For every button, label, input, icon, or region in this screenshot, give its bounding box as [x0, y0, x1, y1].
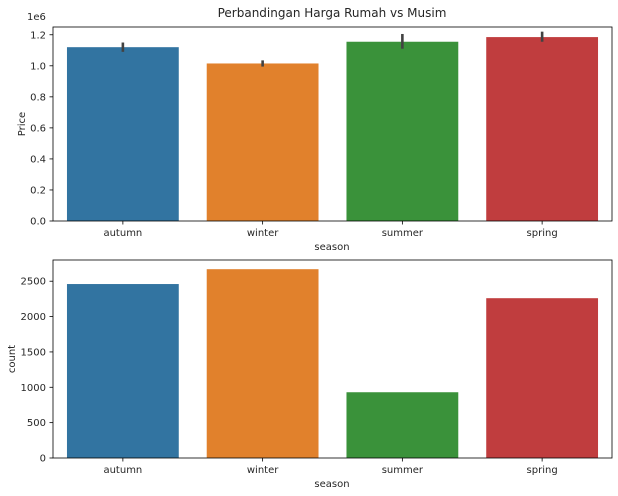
bar-autumn [66, 284, 179, 458]
y-tick-label: 1000 [21, 383, 46, 394]
x-tick-label: autumn [103, 465, 142, 476]
x-axis-ticks: autumn winter summer spring [103, 221, 558, 239]
error-bar-group [121, 31, 544, 67]
x-tick-label: winter [247, 228, 279, 239]
plot-frame [52, 26, 613, 222]
y-tick-label: 500 [27, 418, 46, 429]
y-tick-label: 0.8 [30, 92, 46, 103]
x-tick-label: spring [527, 465, 558, 476]
y-axis-ticks: 0 500 1000 1500 2000 2500 [21, 277, 53, 465]
y-axis-label: Price [17, 112, 28, 136]
x-axis-label: season [314, 479, 349, 490]
y-axis-label: count [7, 345, 18, 373]
y-tick-label: 0.4 [30, 154, 46, 165]
chart-title: Perbandingan Harga Rumah vs Musim [218, 6, 447, 20]
y-tick-label: 2500 [21, 277, 46, 288]
y-axis-ticks: 0.0 0.2 0.4 0.6 0.8 1.0 1.2 [30, 30, 53, 228]
y-offset-label: 1e6 [27, 12, 46, 23]
x-tick-label: summer [382, 228, 424, 239]
y-tick-label: 2000 [21, 312, 46, 323]
y-tick-label: 0.0 [30, 217, 46, 228]
bar-winter [206, 63, 319, 221]
bar-summer [346, 392, 459, 458]
bar-spring [486, 298, 599, 458]
bar-group [66, 37, 599, 222]
bar-winter [206, 269, 319, 458]
y-tick-label: 1.0 [30, 61, 46, 72]
count-chart: 0 500 1000 1500 2000 2500 autumn winter summer s… [7, 259, 613, 490]
y-tick-label: 0.2 [30, 185, 46, 196]
y-tick-label: 0.6 [30, 123, 46, 134]
bar-autumn [66, 47, 179, 222]
x-axis-label: season [314, 242, 349, 253]
bar-spring [486, 37, 599, 222]
price-chart: Perbandingan Harga Rumah vs Musim 1e6 0.… [17, 6, 613, 253]
x-tick-label: spring [527, 228, 558, 239]
x-tick-label: autumn [103, 228, 142, 239]
y-tick-label: 1500 [21, 347, 46, 358]
y-tick-label: 1.2 [30, 30, 46, 41]
plot-frame [52, 259, 613, 459]
x-tick-label: winter [247, 465, 279, 476]
x-tick-label: summer [382, 465, 424, 476]
x-axis-ticks: autumn winter summer spring [103, 458, 558, 476]
y-tick-label: 0 [40, 454, 46, 465]
bar-summer [346, 41, 459, 221]
bar-group [66, 269, 599, 458]
